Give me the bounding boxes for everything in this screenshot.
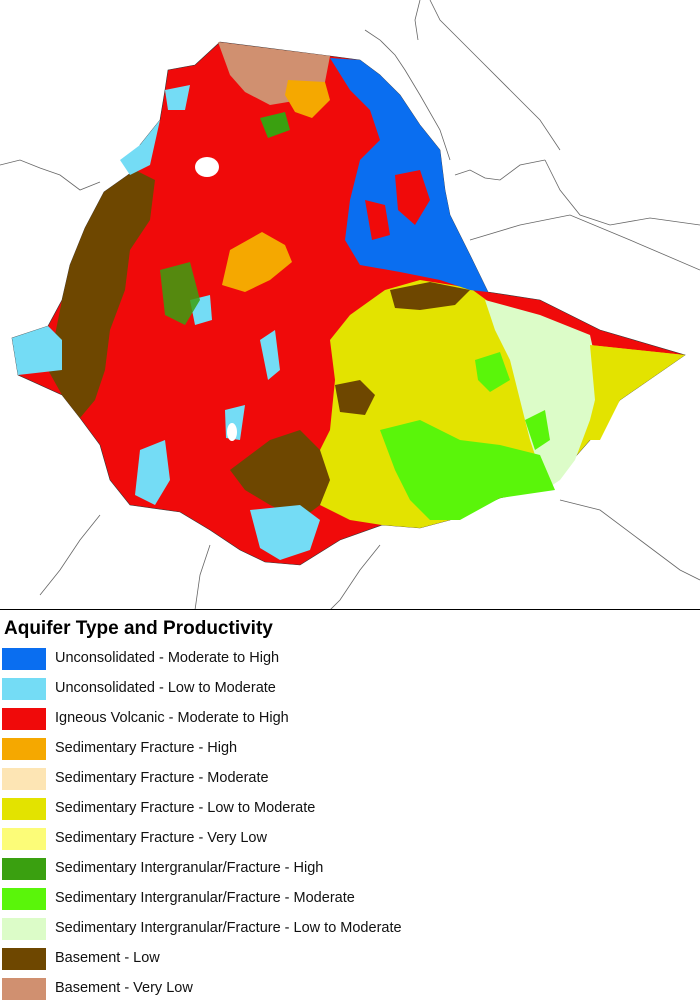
legend-item-fracture-moderate: Sedimentary Fracture - Moderate xyxy=(2,768,700,792)
legend-swatch xyxy=(2,708,46,730)
border-line-eritrea xyxy=(364,29,451,161)
legend-title: Aquifer Type and Productivity xyxy=(4,618,273,639)
border-line-southeast xyxy=(559,499,700,581)
region-uncons-low-south xyxy=(250,505,320,560)
legend: Aquifer Type and Productivity Unconsolid… xyxy=(0,612,700,1000)
legend-label: Basement - Very Low xyxy=(55,980,193,996)
legend-label: Sedimentary Intergranular/Fracture - Low… xyxy=(55,920,402,936)
legend-item-intergranular-high: Sedimentary Intergranular/Fracture - Hig… xyxy=(2,858,700,882)
border-line-gulf xyxy=(544,159,700,226)
legend-swatch xyxy=(2,828,46,850)
region-basement-west xyxy=(48,170,155,418)
region-intergranular-high-north xyxy=(260,112,290,138)
legend-item-intergranular-low: Sedimentary Intergranular/Fracture - Low… xyxy=(2,918,700,942)
legend-label: Sedimentary Fracture - Moderate xyxy=(55,770,269,786)
region-intergranular-moderate xyxy=(380,420,555,520)
region-fracture-high-north xyxy=(285,80,330,118)
lake-south xyxy=(227,423,237,441)
region-uncons-low-northwest xyxy=(120,120,160,175)
legend-swatch xyxy=(2,768,46,790)
legend-swatch xyxy=(2,738,46,760)
map-frame xyxy=(0,0,700,610)
neighbour-borders xyxy=(0,0,700,609)
legend-label: Unconsolidated - Moderate to High xyxy=(55,650,280,666)
legend-label: Sedimentary Fracture - Low to Moderate xyxy=(55,800,316,816)
legend-item-fracture-verylow: Sedimentary Fracture - Very Low xyxy=(2,828,700,852)
legend-swatch xyxy=(2,918,46,940)
legend-item-basement-verylow: Basement - Very Low xyxy=(2,978,700,1002)
legend-label: Sedimentary Intergranular/Fracture - Hig… xyxy=(55,860,324,876)
legend-swatch xyxy=(2,648,46,670)
legend-label: Unconsolidated - Low to Moderate xyxy=(55,680,276,696)
legend-item-igneous-volcanic: Igneous Volcanic - Moderate to High xyxy=(2,708,700,732)
legend-swatch xyxy=(2,978,46,1000)
region-basement-east xyxy=(390,282,470,310)
region-uncons-low-north xyxy=(165,85,190,110)
region-uncons-low-southwest xyxy=(135,440,170,505)
legend-swatch xyxy=(2,948,46,970)
legend-label: Sedimentary Intergranular/Fracture - Mod… xyxy=(55,890,355,906)
region-tip xyxy=(590,345,685,440)
legend-label: Sedimentary Fracture - High xyxy=(55,740,238,756)
border-line-redsea xyxy=(429,0,561,151)
region-intergranular-low xyxy=(485,300,600,488)
border-line-somaliland xyxy=(469,214,700,271)
legend-item-basement-low: Basement - Low xyxy=(2,948,700,972)
legend-item-intergranular-moderate: Sedimentary Intergranular/Fracture - Mod… xyxy=(2,888,700,912)
legend-label: Sedimentary Fracture - Very Low xyxy=(55,830,267,846)
region-uncons-low-west xyxy=(12,326,62,375)
legend-swatch xyxy=(2,858,46,880)
legend-item-unconsolidated-high: Unconsolidated - Moderate to High xyxy=(2,648,700,672)
legend-swatch xyxy=(2,678,46,700)
region-fracture-high-central xyxy=(222,232,292,292)
region-afar-volcanic-2 xyxy=(365,200,390,240)
legend-item-fracture-high: Sedimentary Fracture - High xyxy=(2,738,700,762)
border-line-south xyxy=(194,544,211,609)
region-rift-lakes xyxy=(260,330,280,380)
border-line-kenya xyxy=(330,544,381,609)
legend-swatch xyxy=(2,888,46,910)
border-line-southsudan xyxy=(39,514,101,596)
region-green-patch-1 xyxy=(475,352,510,392)
legend-label: Igneous Volcanic - Moderate to High xyxy=(55,710,289,726)
aquifer-map xyxy=(0,0,700,609)
legend-item-fracture-low: Sedimentary Fracture - Low to Moderate xyxy=(2,798,700,822)
lake-tana xyxy=(195,157,219,177)
region-basement-central xyxy=(335,380,375,415)
legend-item-unconsolidated-low: Unconsolidated - Low to Moderate xyxy=(2,678,700,702)
region-green-patch-2 xyxy=(525,410,550,450)
legend-label: Basement - Low xyxy=(55,950,160,966)
region-basement-south xyxy=(230,430,330,520)
border-line-north xyxy=(414,0,421,41)
region-afar-volcanic xyxy=(395,170,430,225)
legend-swatch xyxy=(2,798,46,820)
border-line-djibouti xyxy=(454,159,546,181)
region-intergranular-high xyxy=(160,262,200,325)
border-line-west xyxy=(0,159,101,191)
